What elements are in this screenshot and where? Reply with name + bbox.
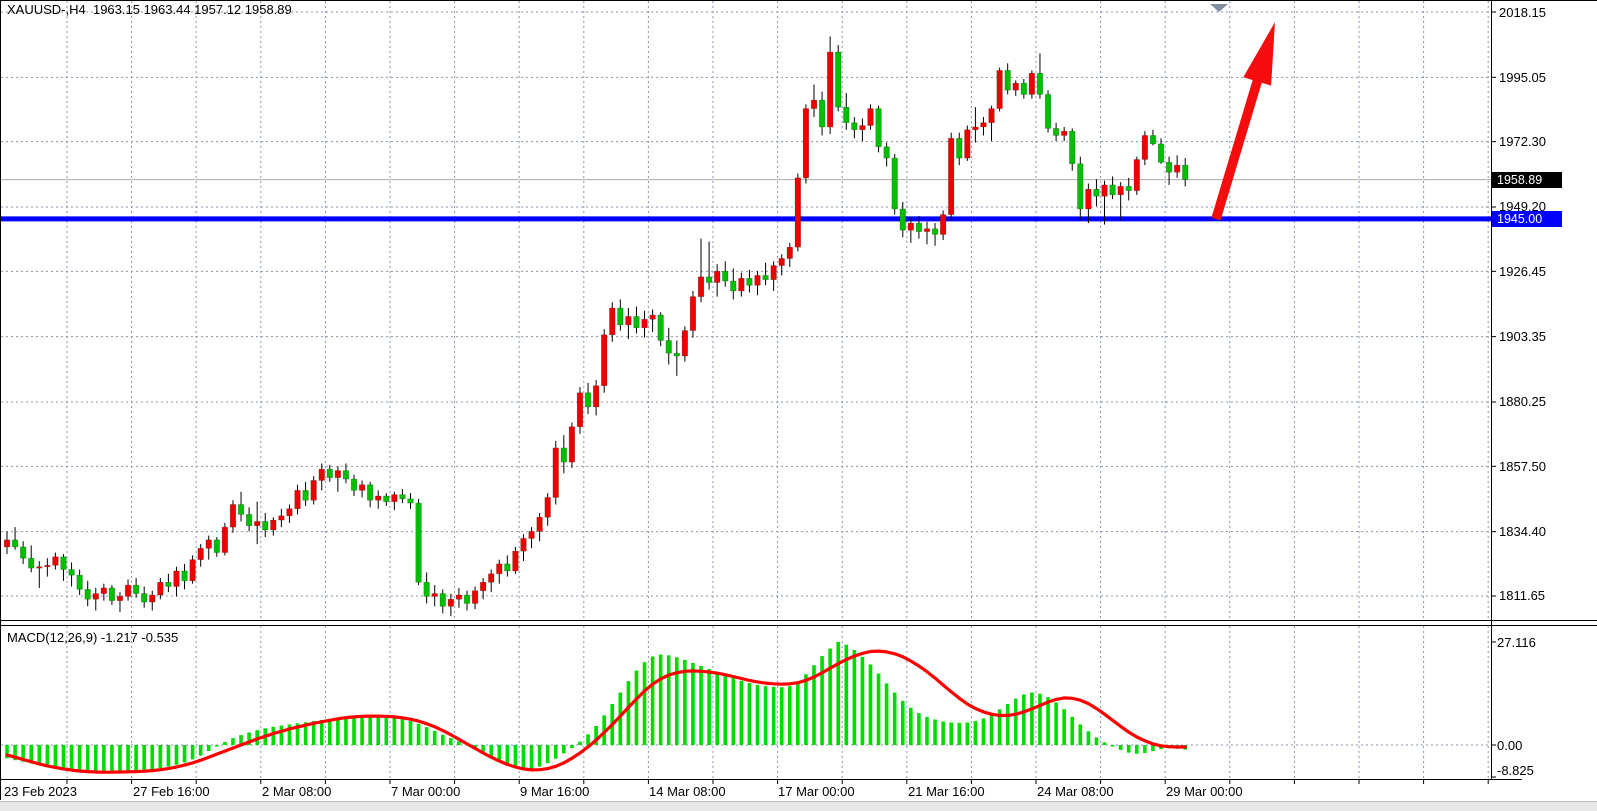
time-tick-label: 21 Mar 16:00 [908, 784, 985, 799]
scroll-end-marker-icon[interactable] [1210, 4, 1228, 12]
grid-layer [1, 1, 1491, 779]
candles-layer [3, 36, 1189, 617]
price-tick-label: 2018.15 [1499, 4, 1546, 20]
time-tick-label: 2 Mar 08:00 [262, 784, 332, 799]
macd-layer [5, 641, 1188, 774]
macd-axis-zero-label: 0.00 [1497, 738, 1523, 753]
price-tick-label: 1834.40 [1499, 524, 1546, 540]
macd-axis-min-label: -8.825 [1497, 763, 1534, 778]
macd-axis-max-label: 27.116 [1497, 635, 1536, 650]
price-tick-label: 1903.35 [1499, 329, 1546, 345]
price-tick-label: 1926.45 [1499, 263, 1546, 279]
macd-indicator-label: MACD(12,26,9) -1.217 -0.535 [7, 630, 179, 645]
price-tick-label: 1949.20 [1499, 199, 1546, 215]
current-price-tag: 1958.89 [1492, 172, 1562, 188]
trend-arrow-annotation[interactable] [1211, 22, 1275, 221]
price-tick-label: 1857.50 [1499, 458, 1546, 474]
time-tick-label: 7 Mar 00:00 [391, 784, 461, 799]
support-price-tag: 1945.00 [1492, 211, 1562, 227]
time-tick-label: 17 Mar 00:00 [778, 784, 855, 799]
macd-signal-line [5, 649, 1187, 774]
price-tick-label: 1880.25 [1499, 394, 1546, 410]
price-tick-label: 1995.05 [1499, 69, 1546, 85]
axis-ticks [66, 11, 1496, 784]
time-tick-label: 9 Mar 16:00 [520, 784, 590, 799]
time-tick-label: 23 Feb 2023 [4, 784, 78, 799]
chart-symbol-title: XAUUSD-,H4 1963.15 1963.44 1957.12 1958.… [7, 2, 292, 17]
time-tick-label: 27 Feb 16:00 [133, 784, 210, 799]
time-tick-label: 14 Mar 08:00 [649, 784, 726, 799]
price-tick-label: 1811.65 [1499, 588, 1546, 604]
time-tick-label: 29 Mar 00:00 [1166, 784, 1243, 799]
time-tick-label: 24 Mar 08:00 [1037, 784, 1114, 799]
price-tick-label: 1972.30 [1499, 134, 1546, 150]
